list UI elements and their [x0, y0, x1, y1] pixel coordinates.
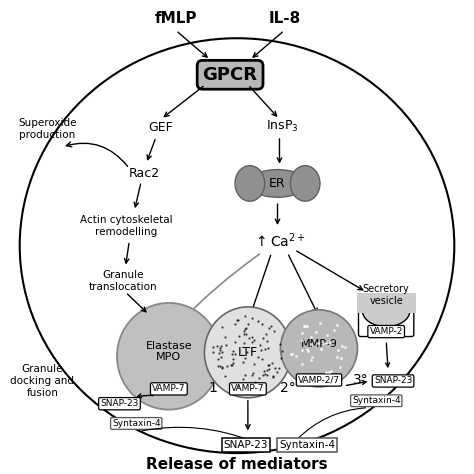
Ellipse shape: [281, 310, 357, 387]
Text: 1°: 1°: [209, 381, 224, 395]
Text: 2°: 2°: [280, 381, 295, 395]
Text: SNAP-23: SNAP-23: [224, 440, 268, 450]
Ellipse shape: [291, 165, 320, 201]
Text: Elastase
MPO: Elastase MPO: [146, 340, 192, 362]
Bar: [356, 293, 416, 313]
Ellipse shape: [117, 303, 221, 410]
Text: SNAP-23: SNAP-23: [100, 399, 139, 408]
Text: GEF: GEF: [148, 120, 173, 134]
Text: Granule
translocation: Granule translocation: [89, 270, 158, 292]
Text: GPCR: GPCR: [202, 66, 257, 84]
Ellipse shape: [363, 295, 410, 327]
Text: Syntaxin-4: Syntaxin-4: [279, 440, 335, 450]
Text: InsP$_3$: InsP$_3$: [266, 118, 299, 134]
Text: ER: ER: [269, 177, 286, 190]
FancyBboxPatch shape: [358, 309, 414, 337]
Text: VAMP-2/7: VAMP-2/7: [298, 375, 340, 384]
Text: IL-8: IL-8: [268, 11, 301, 26]
Text: Syntaxin-4: Syntaxin-4: [112, 419, 161, 428]
Text: VAMP-2: VAMP-2: [369, 327, 403, 336]
Text: MMP-9: MMP-9: [301, 339, 337, 349]
Text: LTF: LTF: [238, 346, 258, 359]
Text: Secretory
vesicle: Secretory vesicle: [363, 284, 410, 306]
Text: $\uparrow$Ca$^{2+}$: $\uparrow$Ca$^{2+}$: [253, 231, 306, 250]
Text: Rac2: Rac2: [128, 167, 160, 180]
Text: Granule
docking and
fusion: Granule docking and fusion: [10, 365, 74, 398]
Text: Release of mediators: Release of mediators: [146, 457, 328, 473]
Text: VAMP-7: VAMP-7: [152, 384, 186, 393]
Text: Superoxide
production: Superoxide production: [18, 118, 77, 140]
Text: SNAP-23: SNAP-23: [374, 376, 412, 385]
Ellipse shape: [248, 170, 307, 197]
Text: VAMP-7: VAMP-7: [231, 384, 264, 393]
Text: fMLP: fMLP: [155, 11, 197, 26]
Ellipse shape: [204, 307, 292, 398]
Ellipse shape: [235, 165, 264, 201]
Text: 3°: 3°: [353, 373, 368, 387]
Text: Actin cytoskeletal
remodelling: Actin cytoskeletal remodelling: [80, 215, 173, 237]
Text: Syntaxin-4: Syntaxin-4: [352, 396, 401, 405]
